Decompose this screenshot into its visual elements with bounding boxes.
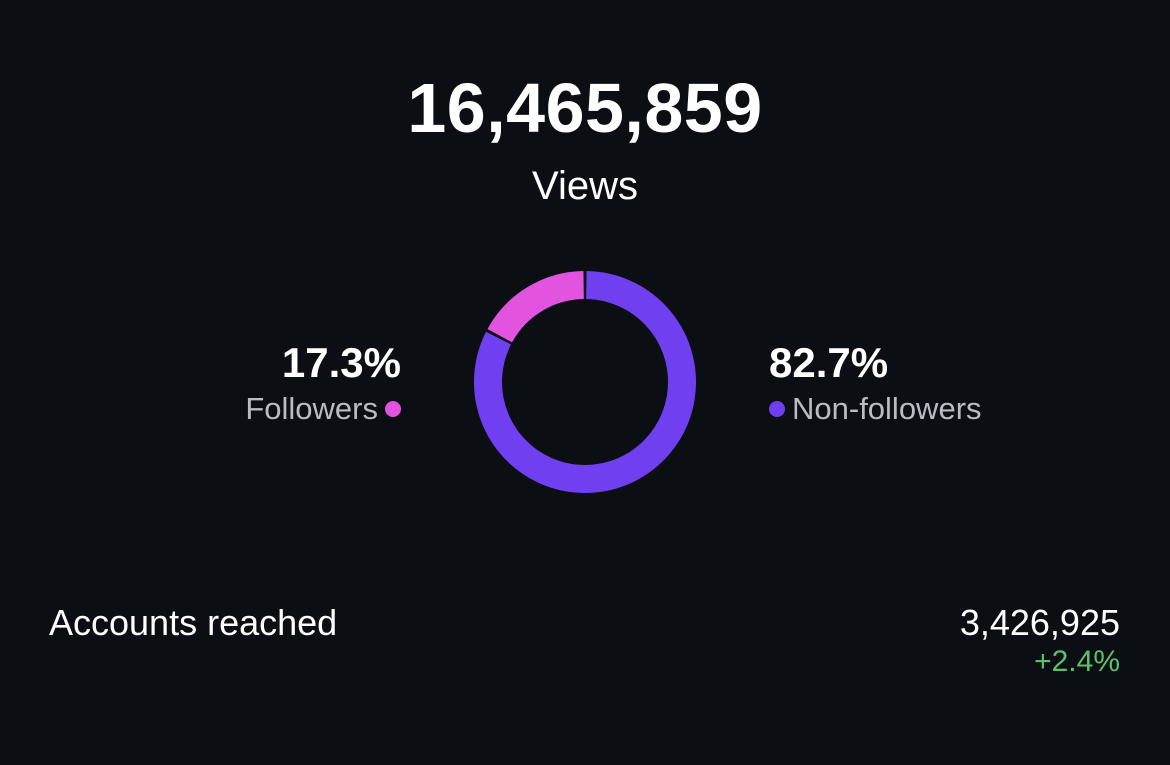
accounts-reached-change: +2.4% bbox=[1034, 645, 1120, 678]
non-followers-legend-dot bbox=[769, 401, 785, 417]
followers-stat: 17.3% Followers bbox=[245, 338, 401, 430]
followers-slice bbox=[487, 271, 585, 343]
non-followers-slice bbox=[474, 271, 696, 493]
followers-label: Followers bbox=[245, 391, 378, 426]
accounts-reached-values: 3,426,925 +2.4% bbox=[960, 600, 1120, 678]
non-followers-stat: 82.7% Non-followers bbox=[769, 338, 982, 430]
total-views-value: 16,465,859 bbox=[407, 69, 763, 147]
accounts-reached-row[interactable]: Accounts reached 3,426,925 +2.4% bbox=[49, 600, 1120, 678]
non-followers-label: Non-followers bbox=[792, 391, 982, 426]
accounts-reached-value: 3,426,925 bbox=[959, 602, 1120, 643]
followers-percent: 17.3% bbox=[281, 339, 401, 386]
non-followers-legend: Non-followers bbox=[769, 388, 982, 430]
accounts-reached-label: Accounts reached bbox=[49, 602, 338, 643]
followers-legend: Followers bbox=[245, 388, 401, 430]
total-views-label: Views bbox=[532, 164, 638, 208]
followers-legend-dot bbox=[385, 401, 401, 417]
views-donut-chart bbox=[474, 271, 696, 493]
non-followers-percent: 82.7% bbox=[769, 339, 889, 386]
